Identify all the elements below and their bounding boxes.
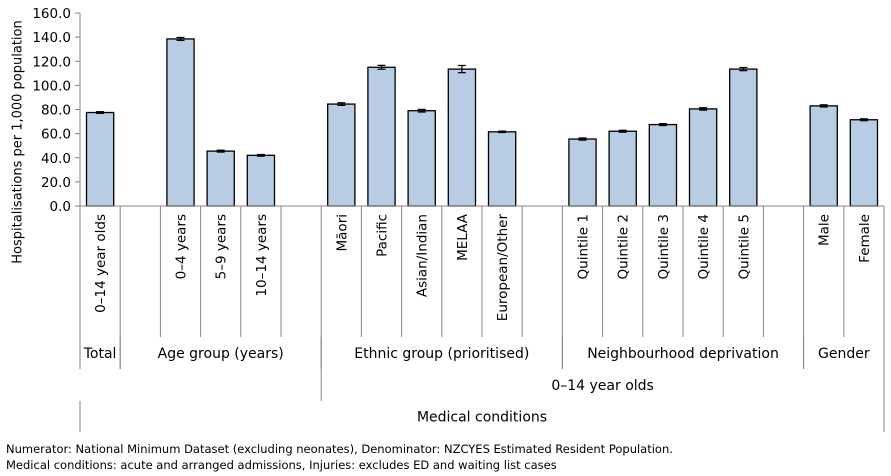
category-label: Female bbox=[857, 214, 873, 263]
bars bbox=[85, 36, 879, 207]
bar bbox=[487, 131, 517, 207]
category-label: 0–14 year olds bbox=[93, 214, 109, 313]
category-label: 5–9 years bbox=[214, 214, 230, 279]
y-axis: 0.0 20.0 40.0 60.0 80.0 100.0 120.0 140.0 160.0 bbox=[32, 6, 81, 337]
bar bbox=[327, 103, 356, 207]
category-label: Māori bbox=[334, 214, 350, 251]
bar bbox=[568, 138, 597, 207]
group-level1-label: Total bbox=[83, 346, 117, 362]
group-level1-label: Neighbourhood deprivation bbox=[587, 346, 779, 362]
category-label: Quintile 1 bbox=[576, 214, 592, 279]
y-tick-label: 120.0 bbox=[32, 54, 71, 70]
category-label: 0–4 years bbox=[174, 214, 190, 279]
bar bbox=[608, 130, 637, 207]
y-tick-label: 40.0 bbox=[41, 151, 71, 167]
category-label: MELAA bbox=[455, 213, 471, 261]
y-tick-label: 100.0 bbox=[32, 78, 71, 94]
bar bbox=[447, 68, 477, 207]
category-label: Male bbox=[817, 214, 833, 246]
footnote-numerator: Numerator: National Minimum Dataset (exc… bbox=[6, 442, 673, 456]
x-axis: 0–14 year olds 0–4 years 5–9 years 10–14 ye… bbox=[79, 205, 885, 432]
bar bbox=[407, 110, 436, 207]
group-level1-label: Age group (years) bbox=[158, 346, 284, 362]
category-label: European/Other bbox=[495, 214, 511, 322]
bar bbox=[648, 123, 678, 207]
bar bbox=[206, 150, 235, 207]
y-tick-label: 0.0 bbox=[50, 199, 71, 215]
group-level2-label: 0–14 year olds bbox=[551, 378, 654, 394]
category-label: 10–14 years bbox=[254, 214, 270, 297]
category-label: Pacific bbox=[375, 214, 391, 257]
bar bbox=[367, 66, 396, 207]
y-tick-label: 60.0 bbox=[41, 127, 71, 143]
category-label: Quintile 5 bbox=[736, 214, 752, 279]
bar bbox=[246, 154, 276, 207]
y-tick-label: 80.0 bbox=[41, 103, 71, 119]
y-axis-label: Hospitalisations per 1,000 population bbox=[10, 20, 26, 264]
category-label: Quintile 3 bbox=[656, 214, 672, 279]
bar bbox=[729, 68, 758, 207]
bar bbox=[688, 108, 718, 207]
y-tick-label: 140.0 bbox=[32, 30, 71, 46]
category-label: Quintile 2 bbox=[616, 214, 632, 279]
y-tick-label: 160.0 bbox=[32, 6, 71, 22]
group-level3-label: Medical conditions bbox=[417, 410, 547, 426]
category-label: Quintile 4 bbox=[696, 214, 712, 279]
y-tick-label: 20.0 bbox=[41, 175, 71, 191]
bar bbox=[85, 111, 115, 207]
group-level1-label: Ethnic group (prioritised) bbox=[354, 346, 529, 362]
bar bbox=[849, 119, 879, 207]
footnote-conditions: Medical conditions: acute and arranged a… bbox=[6, 458, 557, 472]
bar bbox=[809, 105, 838, 207]
group-level1-label: Gender bbox=[818, 346, 870, 362]
category-label: Asian/Indian bbox=[415, 214, 431, 297]
bar bbox=[166, 38, 195, 207]
